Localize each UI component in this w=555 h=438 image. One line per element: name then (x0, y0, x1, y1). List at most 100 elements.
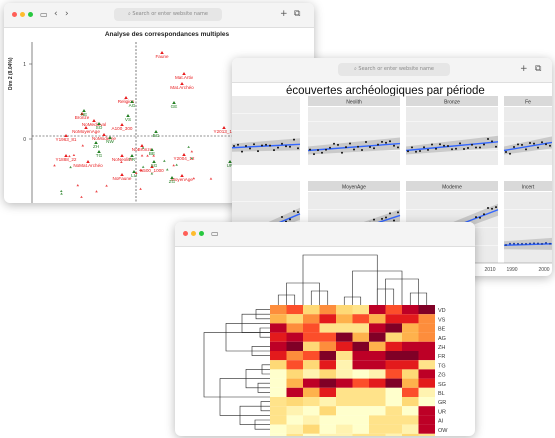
heatmap-cell (336, 314, 353, 324)
heatmap-cell (402, 424, 419, 434)
heatmap-cell (319, 341, 336, 351)
heatmap-cell (270, 378, 287, 388)
heatmap-cell (270, 305, 287, 315)
trend-point (357, 145, 359, 148)
trend-point (233, 145, 235, 148)
panel-strip (504, 96, 552, 106)
column-dendrogram-branch (302, 254, 378, 305)
url-bar[interactable]: ⌕ Search or enter website name (114, 8, 222, 21)
panel-strip-label: Moderne (442, 185, 462, 191)
trend-new-tab-icon[interactable]: + (520, 64, 528, 74)
acm-green-point (94, 141, 98, 144)
heatmap-cell (286, 341, 303, 351)
acm-red-label: NoMoyenAge (72, 129, 100, 134)
heatmap-cell (336, 406, 353, 416)
trend-url-bar[interactable]: ⌕ Search or enter website name (338, 63, 450, 76)
heatmap-cell (270, 341, 287, 351)
acm-title: Analyse des correspondances multiples (105, 31, 230, 38)
trend-point (545, 242, 547, 245)
heatmap-cell (402, 415, 419, 425)
heatmap-cell (385, 424, 402, 434)
heatmap-cell (352, 332, 369, 342)
heatmap-cell (303, 314, 320, 324)
forward-icon[interactable]: › (65, 9, 69, 19)
trend-point (293, 210, 295, 213)
acm-green-label: LU (131, 173, 137, 178)
trend-point (521, 143, 523, 146)
trend-point (517, 143, 519, 146)
acm-green-point (150, 148, 154, 151)
heatmap-cell (303, 378, 320, 388)
heatmap-cell (402, 341, 419, 351)
heatmap-row-label: ZH (438, 345, 445, 351)
heatmap-cell (369, 397, 386, 407)
heatmap-cell (336, 332, 353, 342)
new-tab-icon[interactable]: + (280, 9, 288, 19)
heatmap-sidebar-icon[interactable]: ▭ (211, 229, 219, 238)
trend-title: écouvertes archéologiques par période (286, 85, 485, 97)
trend-point (479, 216, 481, 219)
acm-unlabeled-point (146, 154, 149, 157)
trend-point (321, 151, 323, 154)
zoom-button[interactable] (28, 12, 33, 17)
acm-red-point (124, 96, 128, 99)
heatmap-cell (303, 305, 320, 315)
trend-point (397, 211, 399, 214)
heatmap-cell (286, 433, 303, 436)
heatmap-minimize-button[interactable] (191, 231, 196, 236)
heatmap-cell (336, 341, 353, 351)
trend-point (329, 146, 331, 149)
acm-unlabeled-point (69, 165, 72, 169)
heatmap-zoom-button[interactable] (199, 231, 204, 236)
trend-point (281, 215, 283, 218)
trend-point (373, 218, 375, 221)
heatmap-cell (418, 351, 435, 361)
minimize-button[interactable] (20, 12, 25, 17)
heatmap-cell (402, 323, 419, 333)
trend-point (435, 147, 437, 150)
acm-red-point (180, 174, 184, 177)
trend-fit-line (503, 243, 552, 246)
heatmap-cell (369, 360, 386, 370)
heatmap-cell (385, 360, 402, 370)
trend-tabs-overview-icon[interactable]: ⧉ (535, 64, 542, 74)
heatmap-cell (286, 387, 303, 397)
heatmap-cell (418, 387, 435, 397)
heatmap-cell (369, 424, 386, 434)
trend-point (381, 140, 383, 143)
heatmap-cell (336, 360, 353, 370)
trend-point (475, 216, 477, 219)
trend-point (491, 207, 493, 210)
heatmap-row-label: ZG (438, 373, 446, 379)
heatmap-row-label: SG (438, 382, 446, 388)
heatmap-close-button[interactable] (183, 231, 188, 236)
acm-red-label: Mat.Archéo (170, 85, 194, 90)
heatmap-cell (270, 387, 287, 397)
trend-point (393, 219, 395, 222)
heatmap-cell (352, 397, 369, 407)
trend-point (491, 140, 493, 143)
acm-red-point (86, 160, 90, 163)
back-icon[interactable]: ‹ (54, 9, 58, 19)
acm-green-label: SG (151, 163, 158, 168)
acm-red-point (64, 134, 68, 137)
heatmap-cell (369, 351, 386, 361)
heatmap-cell (319, 305, 336, 315)
trend-point (505, 244, 507, 247)
acm-green-label: UR (227, 163, 234, 168)
acm-unlabeled-point (165, 168, 169, 171)
acm-unlabeled-point (192, 177, 196, 180)
trend-point (537, 146, 539, 149)
heatmap-cell (385, 351, 402, 361)
sidebar-icon[interactable]: ▭ (40, 10, 48, 19)
heatmap-cell (286, 305, 303, 315)
acm-unlabeled-point (140, 154, 144, 157)
trend-point (431, 143, 433, 146)
tabs-overview-icon[interactable]: ⧉ (294, 9, 301, 19)
trend-point (471, 143, 473, 146)
heatmap-cell (319, 351, 336, 361)
acm-unlabeled-point (139, 187, 142, 190)
acm-red-point (182, 153, 186, 156)
panel-strip-label: Neolith (346, 100, 362, 106)
close-button[interactable] (12, 12, 17, 17)
